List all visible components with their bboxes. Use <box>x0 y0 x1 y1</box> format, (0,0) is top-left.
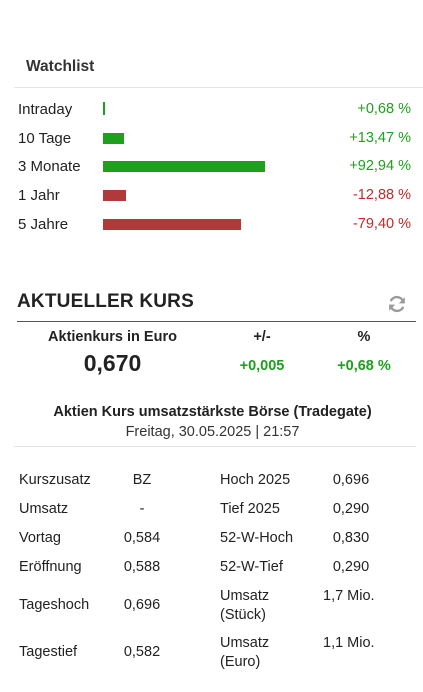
perf-value: -12,88 % <box>352 187 411 203</box>
stat-value: BZ <box>132 472 152 488</box>
stat-label: Tief 2025 <box>220 501 280 517</box>
perf-label: 1 Jahr <box>18 187 60 204</box>
perf-value: +13,47 % <box>349 130 411 146</box>
stat-label: Hoch 2025 <box>220 472 291 488</box>
stat-label: 52-W-Tief <box>220 559 283 575</box>
stat-value: - <box>139 501 145 517</box>
refresh-icon[interactable] <box>387 294 407 314</box>
perf-value: +92,94 % <box>349 158 411 174</box>
stat-value: 1,1 Mio. <box>323 635 375 651</box>
stat-value: 0,830 <box>332 530 370 546</box>
stat-label: Tagestief <box>19 644 78 660</box>
stats-divider <box>14 446 416 447</box>
stat-label-unit: (Euro) <box>220 654 261 670</box>
section-divider <box>17 321 416 322</box>
perf-value: +0,68 % <box>357 101 411 117</box>
perf-value: -79,40 % <box>352 216 411 232</box>
stat-label: Umsatz <box>220 635 270 651</box>
perf-label: Intraday <box>18 101 73 118</box>
perf-bar <box>103 190 126 201</box>
stat-label: Kurszusatz <box>19 472 91 488</box>
stat-label: Tageshoch <box>19 597 90 613</box>
perf-row-3-monate: 3 Monate +92,94 % <box>18 156 411 178</box>
stat-label-unit: (Stück) <box>220 607 266 623</box>
exchange-title: Aktien Kurs umsatzstärkste Börse (Tradeg… <box>53 404 372 420</box>
stat-value: 0,584 <box>123 530 161 546</box>
stat-value: 0,588 <box>123 559 161 575</box>
perf-bar <box>103 219 241 230</box>
exchange-timestamp: Freitag, 30.05.2025 | 21:57 <box>125 424 300 440</box>
price-change-percent: +0,68 % <box>337 358 391 374</box>
stat-label: Umsatz <box>220 588 270 604</box>
perf-bar <box>103 102 105 115</box>
perf-row-1-jahr: 1 Jahr -12,88 % <box>18 185 411 207</box>
stat-label: 52-W-Hoch <box>220 530 294 546</box>
stat-label: Umsatz <box>19 501 69 517</box>
stat-value: 0,582 <box>123 644 161 660</box>
col-header-price: Aktienkurs in Euro <box>48 329 177 345</box>
stat-label: Eröffnung <box>19 559 82 575</box>
stat-value: 0,696 <box>123 597 161 613</box>
watchlist-divider <box>14 87 423 88</box>
watchlist-title: Watchlist <box>26 58 95 75</box>
stat-value: 0,696 <box>332 472 370 488</box>
perf-bar <box>103 133 124 144</box>
perf-row-5-jahre: 5 Jahre -79,40 % <box>18 214 411 236</box>
perf-row-intraday: Intraday +0,68 % <box>18 99 411 121</box>
stat-value: 1,7 Mio. <box>323 588 375 604</box>
perf-bar <box>103 161 265 172</box>
col-header-percent: % <box>357 329 371 345</box>
perf-label: 5 Jahre <box>18 216 69 233</box>
section-title: AKTUELLER KURS <box>17 291 194 312</box>
stat-value: 0,290 <box>332 559 370 575</box>
perf-row-10-tage: 10 Tage +13,47 % <box>18 128 411 150</box>
price-change: +0,005 <box>239 358 285 374</box>
current-price: 0,670 <box>83 350 142 376</box>
perf-label: 3 Monate <box>18 158 81 175</box>
perf-label: 10 Tage <box>18 130 72 147</box>
stat-label: Vortag <box>19 530 61 546</box>
stat-value: 0,290 <box>332 501 370 517</box>
col-header-change: +/- <box>253 329 271 345</box>
